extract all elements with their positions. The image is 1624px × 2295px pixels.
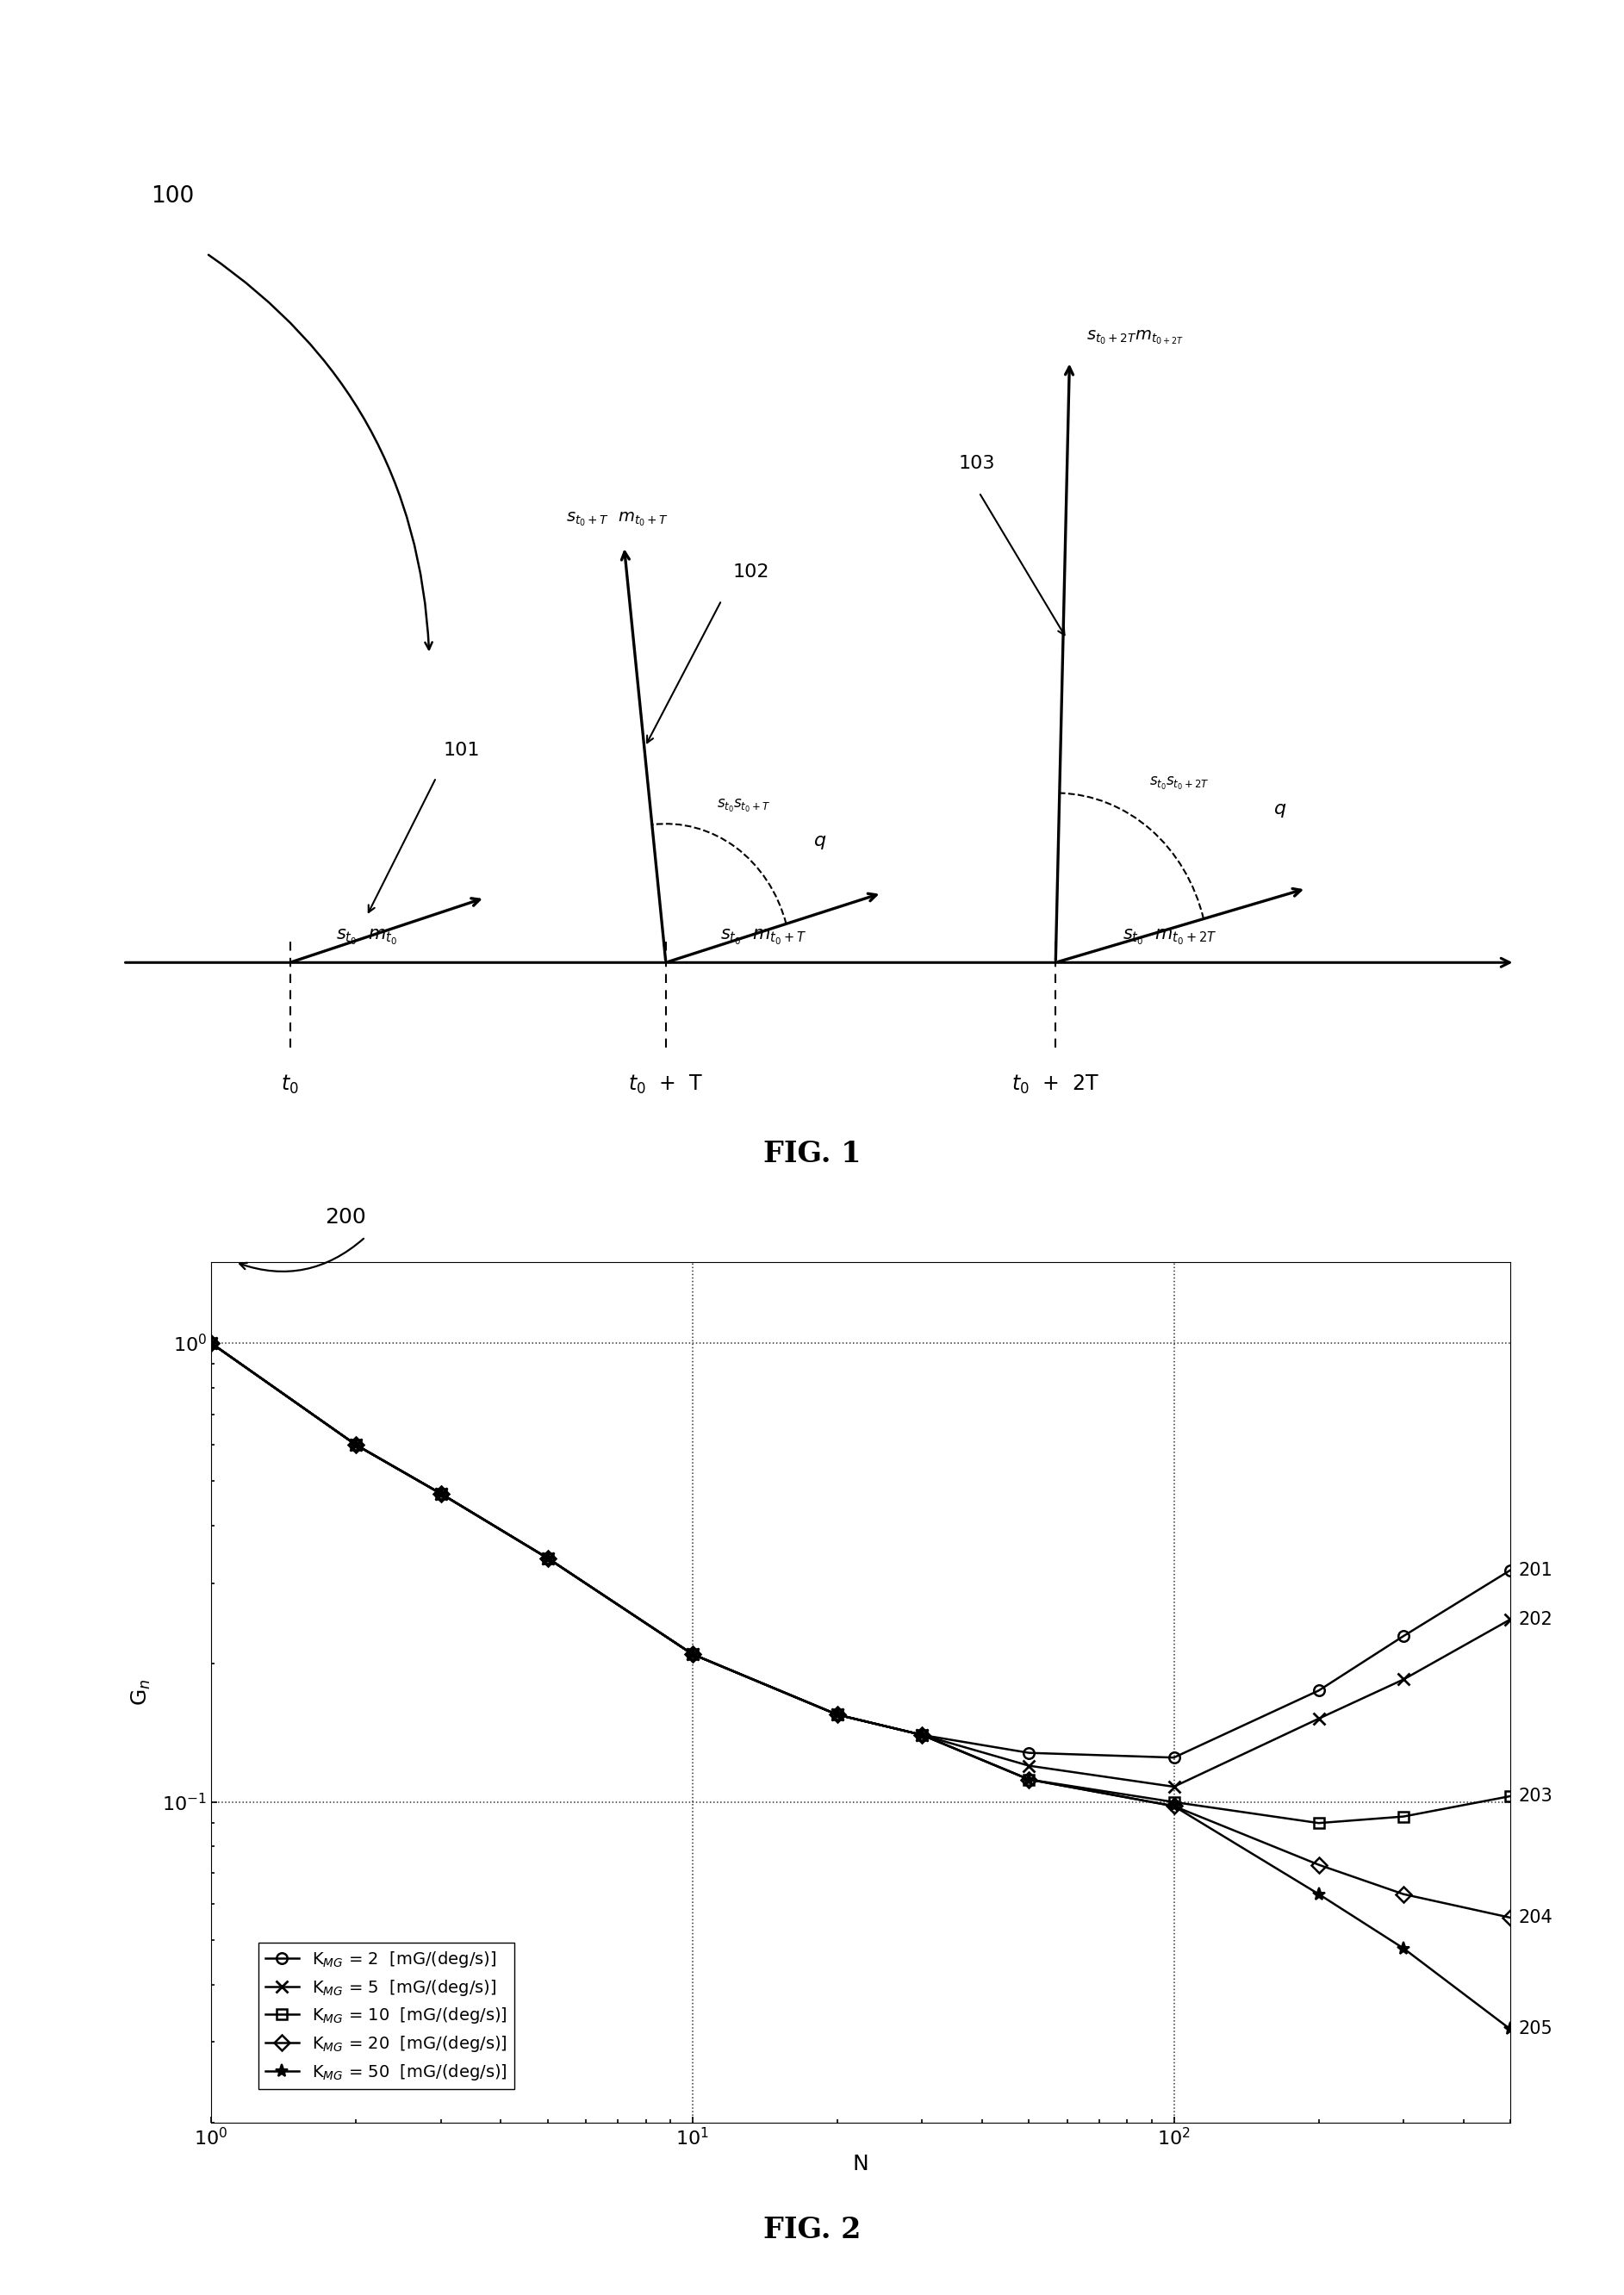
K$_{MG}$ = 10  [mG/(deg/s)] [430, 1480, 450, 1508]
K$_{MG}$ = 50  [mG/(deg/s)] [1164, 1792, 1184, 1820]
K$_{MG}$ = 20  [mG/(deg/s)] [1309, 1852, 1328, 1880]
K$_{MG}$ = 5  [mG/(deg/s)] [538, 1545, 557, 1572]
Text: $t_0$: $t_0$ [281, 1074, 299, 1097]
K$_{MG}$ = 50  [mG/(deg/s)] [913, 1721, 932, 1749]
K$_{MG}$ = 5  [mG/(deg/s)] [1501, 1606, 1520, 1634]
Text: $s_{t_0}$  $m_{t_0}$: $s_{t_0}$ $m_{t_0}$ [336, 927, 398, 948]
K$_{MG}$ = 2  [mG/(deg/s)] [1501, 1556, 1520, 1584]
K$_{MG}$ = 2  [mG/(deg/s)] [1164, 1744, 1184, 1772]
K$_{MG}$ = 2  [mG/(deg/s)] [682, 1641, 702, 1668]
Text: q: q [1275, 801, 1286, 817]
K$_{MG}$ = 10  [mG/(deg/s)] [538, 1545, 557, 1572]
K$_{MG}$ = 2  [mG/(deg/s)] [346, 1432, 365, 1460]
K$_{MG}$ = 20  [mG/(deg/s)] [682, 1641, 702, 1668]
K$_{MG}$ = 5  [mG/(deg/s)] [1164, 1774, 1184, 1802]
Text: 200: 200 [325, 1207, 365, 1228]
K$_{MG}$ = 20  [mG/(deg/s)] [828, 1701, 848, 1728]
Y-axis label: G$_n$: G$_n$ [130, 1680, 153, 1705]
K$_{MG}$ = 50  [mG/(deg/s)] [682, 1641, 702, 1668]
Text: $t_0$  +  2T: $t_0$ + 2T [1012, 1074, 1099, 1097]
K$_{MG}$ = 50  [mG/(deg/s)] [346, 1432, 365, 1460]
K$_{MG}$ = 50  [mG/(deg/s)] [538, 1545, 557, 1572]
K$_{MG}$ = 50  [mG/(deg/s)] [1020, 1765, 1039, 1792]
K$_{MG}$ = 20  [mG/(deg/s)] [1501, 1905, 1520, 1932]
K$_{MG}$ = 5  [mG/(deg/s)] [346, 1432, 365, 1460]
K$_{MG}$ = 10  [mG/(deg/s)] [913, 1721, 932, 1749]
Text: 100: 100 [151, 186, 195, 207]
K$_{MG}$ = 2  [mG/(deg/s)] [1020, 1740, 1039, 1767]
K$_{MG}$ = 2  [mG/(deg/s)] [538, 1545, 557, 1572]
Text: 102: 102 [732, 562, 770, 581]
K$_{MG}$ = 5  [mG/(deg/s)] [430, 1480, 450, 1508]
K$_{MG}$ = 2  [mG/(deg/s)] [430, 1480, 450, 1508]
K$_{MG}$ = 2  [mG/(deg/s)] [201, 1329, 221, 1356]
K$_{MG}$ = 20  [mG/(deg/s)] [201, 1329, 221, 1356]
K$_{MG}$ = 2  [mG/(deg/s)] [1309, 1678, 1328, 1705]
K$_{MG}$ = 10  [mG/(deg/s)] [1501, 1783, 1520, 1811]
Text: $s_{t_0+T}$  $m_{t_0+T}$: $s_{t_0+T}$ $m_{t_0+T}$ [565, 509, 669, 528]
Text: 103: 103 [958, 454, 996, 473]
K$_{MG}$ = 50  [mG/(deg/s)] [828, 1701, 848, 1728]
Text: 101: 101 [443, 741, 479, 760]
K$_{MG}$ = 10  [mG/(deg/s)] [201, 1329, 221, 1356]
Line: K$_{MG}$ = 50  [mG/(deg/s)]: K$_{MG}$ = 50 [mG/(deg/s)] [205, 1336, 1517, 2036]
K$_{MG}$ = 5  [mG/(deg/s)] [1393, 1666, 1413, 1694]
Line: K$_{MG}$ = 5  [mG/(deg/s)]: K$_{MG}$ = 5 [mG/(deg/s)] [205, 1338, 1517, 1792]
Legend: K$_{MG}$ = 2  [mG/(deg/s)], K$_{MG}$ = 5  [mG/(deg/s)], K$_{MG}$ = 10  [mG/(deg/: K$_{MG}$ = 2 [mG/(deg/s)], K$_{MG}$ = 5 … [258, 1942, 515, 2088]
K$_{MG}$ = 10  [mG/(deg/s)] [1164, 1788, 1184, 1815]
Text: 202: 202 [1518, 1611, 1553, 1627]
K$_{MG}$ = 5  [mG/(deg/s)] [201, 1329, 221, 1356]
Text: $s_{t_0}$  $m_{t_0+T}$: $s_{t_0}$ $m_{t_0+T}$ [719, 927, 807, 948]
Text: 203: 203 [1518, 1788, 1553, 1804]
K$_{MG}$ = 20  [mG/(deg/s)] [1020, 1765, 1039, 1792]
Text: $s_{t_0+2T}m_{t_{0+2T}}$: $s_{t_0+2T}m_{t_{0+2T}}$ [1086, 328, 1184, 347]
K$_{MG}$ = 2  [mG/(deg/s)] [913, 1721, 932, 1749]
K$_{MG}$ = 5  [mG/(deg/s)] [1020, 1751, 1039, 1779]
K$_{MG}$ = 10  [mG/(deg/s)] [346, 1432, 365, 1460]
K$_{MG}$ = 20  [mG/(deg/s)] [913, 1721, 932, 1749]
K$_{MG}$ = 50  [mG/(deg/s)] [1393, 1935, 1413, 1962]
K$_{MG}$ = 10  [mG/(deg/s)] [1309, 1808, 1328, 1836]
K$_{MG}$ = 20  [mG/(deg/s)] [346, 1432, 365, 1460]
K$_{MG}$ = 20  [mG/(deg/s)] [538, 1545, 557, 1572]
K$_{MG}$ = 10  [mG/(deg/s)] [1020, 1765, 1039, 1792]
K$_{MG}$ = 10  [mG/(deg/s)] [828, 1701, 848, 1728]
K$_{MG}$ = 5  [mG/(deg/s)] [682, 1641, 702, 1668]
K$_{MG}$ = 50  [mG/(deg/s)] [1309, 1880, 1328, 1907]
Text: $s_{t_0}s_{t_0+2T}$: $s_{t_0}s_{t_0+2T}$ [1150, 776, 1208, 792]
Text: 204: 204 [1518, 1909, 1553, 1926]
Text: $s_{t_0}s_{t_0+T}$: $s_{t_0}s_{t_0+T}$ [718, 796, 771, 815]
K$_{MG}$ = 50  [mG/(deg/s)] [1501, 2015, 1520, 2043]
Text: FIG. 1: FIG. 1 [763, 1141, 861, 1168]
Line: K$_{MG}$ = 10  [mG/(deg/s)]: K$_{MG}$ = 10 [mG/(deg/s)] [206, 1338, 1515, 1829]
K$_{MG}$ = 50  [mG/(deg/s)] [430, 1480, 450, 1508]
Line: K$_{MG}$ = 20  [mG/(deg/s)]: K$_{MG}$ = 20 [mG/(deg/s)] [206, 1338, 1515, 1923]
Text: FIG. 2: FIG. 2 [763, 2217, 861, 2245]
K$_{MG}$ = 5  [mG/(deg/s)] [828, 1701, 848, 1728]
Text: q: q [814, 833, 827, 849]
Text: 201: 201 [1518, 1561, 1553, 1579]
K$_{MG}$ = 10  [mG/(deg/s)] [1393, 1804, 1413, 1831]
Text: $s_{t_0}$  $m_{t_0+2T}$: $s_{t_0}$ $m_{t_0+2T}$ [1122, 927, 1216, 948]
K$_{MG}$ = 2  [mG/(deg/s)] [1393, 1623, 1413, 1650]
Line: K$_{MG}$ = 2  [mG/(deg/s)]: K$_{MG}$ = 2 [mG/(deg/s)] [206, 1338, 1515, 1763]
K$_{MG}$ = 2  [mG/(deg/s)] [828, 1701, 848, 1728]
Text: 205: 205 [1518, 2020, 1553, 2038]
K$_{MG}$ = 20  [mG/(deg/s)] [430, 1480, 450, 1508]
K$_{MG}$ = 5  [mG/(deg/s)] [1309, 1705, 1328, 1733]
K$_{MG}$ = 20  [mG/(deg/s)] [1164, 1792, 1184, 1820]
Text: $t_0$  +  T: $t_0$ + T [628, 1074, 703, 1097]
K$_{MG}$ = 10  [mG/(deg/s)] [682, 1641, 702, 1668]
K$_{MG}$ = 50  [mG/(deg/s)] [201, 1329, 221, 1356]
X-axis label: N: N [853, 2153, 869, 2173]
K$_{MG}$ = 5  [mG/(deg/s)] [913, 1721, 932, 1749]
K$_{MG}$ = 20  [mG/(deg/s)] [1393, 1880, 1413, 1907]
